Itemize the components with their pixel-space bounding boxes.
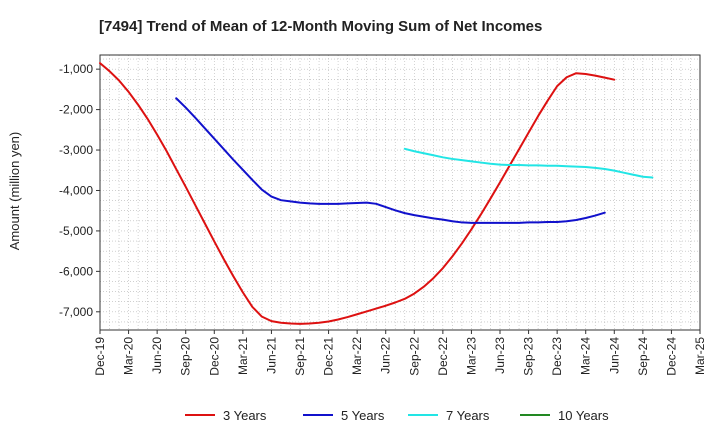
x-tick-label: Sep-22: [407, 337, 421, 376]
legend-label: 3 Years: [223, 408, 267, 423]
x-tick-label: Sep-20: [179, 337, 193, 376]
plot-frame: [99, 54, 701, 331]
x-tick-label: Jun-20: [150, 337, 164, 374]
legend: 3 Years 5 Years 7 Years 10 Years: [185, 408, 609, 423]
y-axis-label: Amount (million yen): [7, 132, 22, 251]
series-lines: [99, 62, 654, 325]
x-tick-label: Mar-21: [236, 337, 250, 375]
x-tick-label: Mar-24: [579, 337, 593, 375]
y-tick-label: -1,000: [59, 62, 93, 76]
x-tick-label: Dec-24: [664, 337, 678, 376]
y-tick-label: -3,000: [59, 143, 93, 157]
x-tick-label: Sep-23: [522, 337, 536, 376]
x-tick-label: Mar-25: [693, 337, 707, 375]
chart-title: [7494] Trend of Mean of 12-Month Moving …: [99, 18, 542, 35]
x-tick-label: Jun-22: [379, 337, 393, 374]
series-line-7-years: [403, 147, 654, 179]
x-tick-label: Mar-23: [464, 337, 478, 375]
y-tick-label: -7,000: [59, 305, 93, 319]
x-tick-label: Mar-20: [122, 337, 136, 375]
x-tick-label: Dec-19: [93, 337, 107, 376]
x-tick-label: Dec-23: [550, 337, 564, 376]
y-tick-label: -2,000: [59, 103, 93, 117]
legend-label: 10 Years: [558, 408, 609, 423]
x-tick-label: Jun-23: [493, 337, 507, 374]
x-tick-label: Sep-24: [636, 337, 650, 376]
x-axis-ticks: Dec-19 Mar-20 Jun-20 Sep-20 Dec-20 Mar-21 Jun-…: [93, 330, 707, 376]
y-tick-label: -5,000: [59, 224, 93, 238]
x-tick-label: Mar-22: [350, 337, 364, 375]
legend-label: 7 Years: [446, 408, 490, 423]
x-tick-label: Sep-21: [293, 337, 307, 376]
x-tick-label: Jun-21: [264, 337, 278, 374]
legend-label: 5 Years: [341, 408, 385, 423]
x-tick-label: Dec-21: [322, 337, 336, 376]
series-line-3-years: [99, 62, 616, 325]
y-tick-label: -4,000: [59, 183, 93, 197]
x-tick-label: Jun-24: [607, 337, 621, 374]
x-tick-label: Dec-20: [207, 337, 221, 376]
y-tick-label: -6,000: [59, 264, 93, 278]
grid-lines: [100, 55, 700, 330]
y-axis-ticks: -1,000 -2,000 -3,000 -4,000 -5,000 -6,000 -7,0…: [59, 62, 100, 319]
series-line-5-years: [175, 97, 606, 224]
x-tick-label: Dec-22: [436, 337, 450, 376]
